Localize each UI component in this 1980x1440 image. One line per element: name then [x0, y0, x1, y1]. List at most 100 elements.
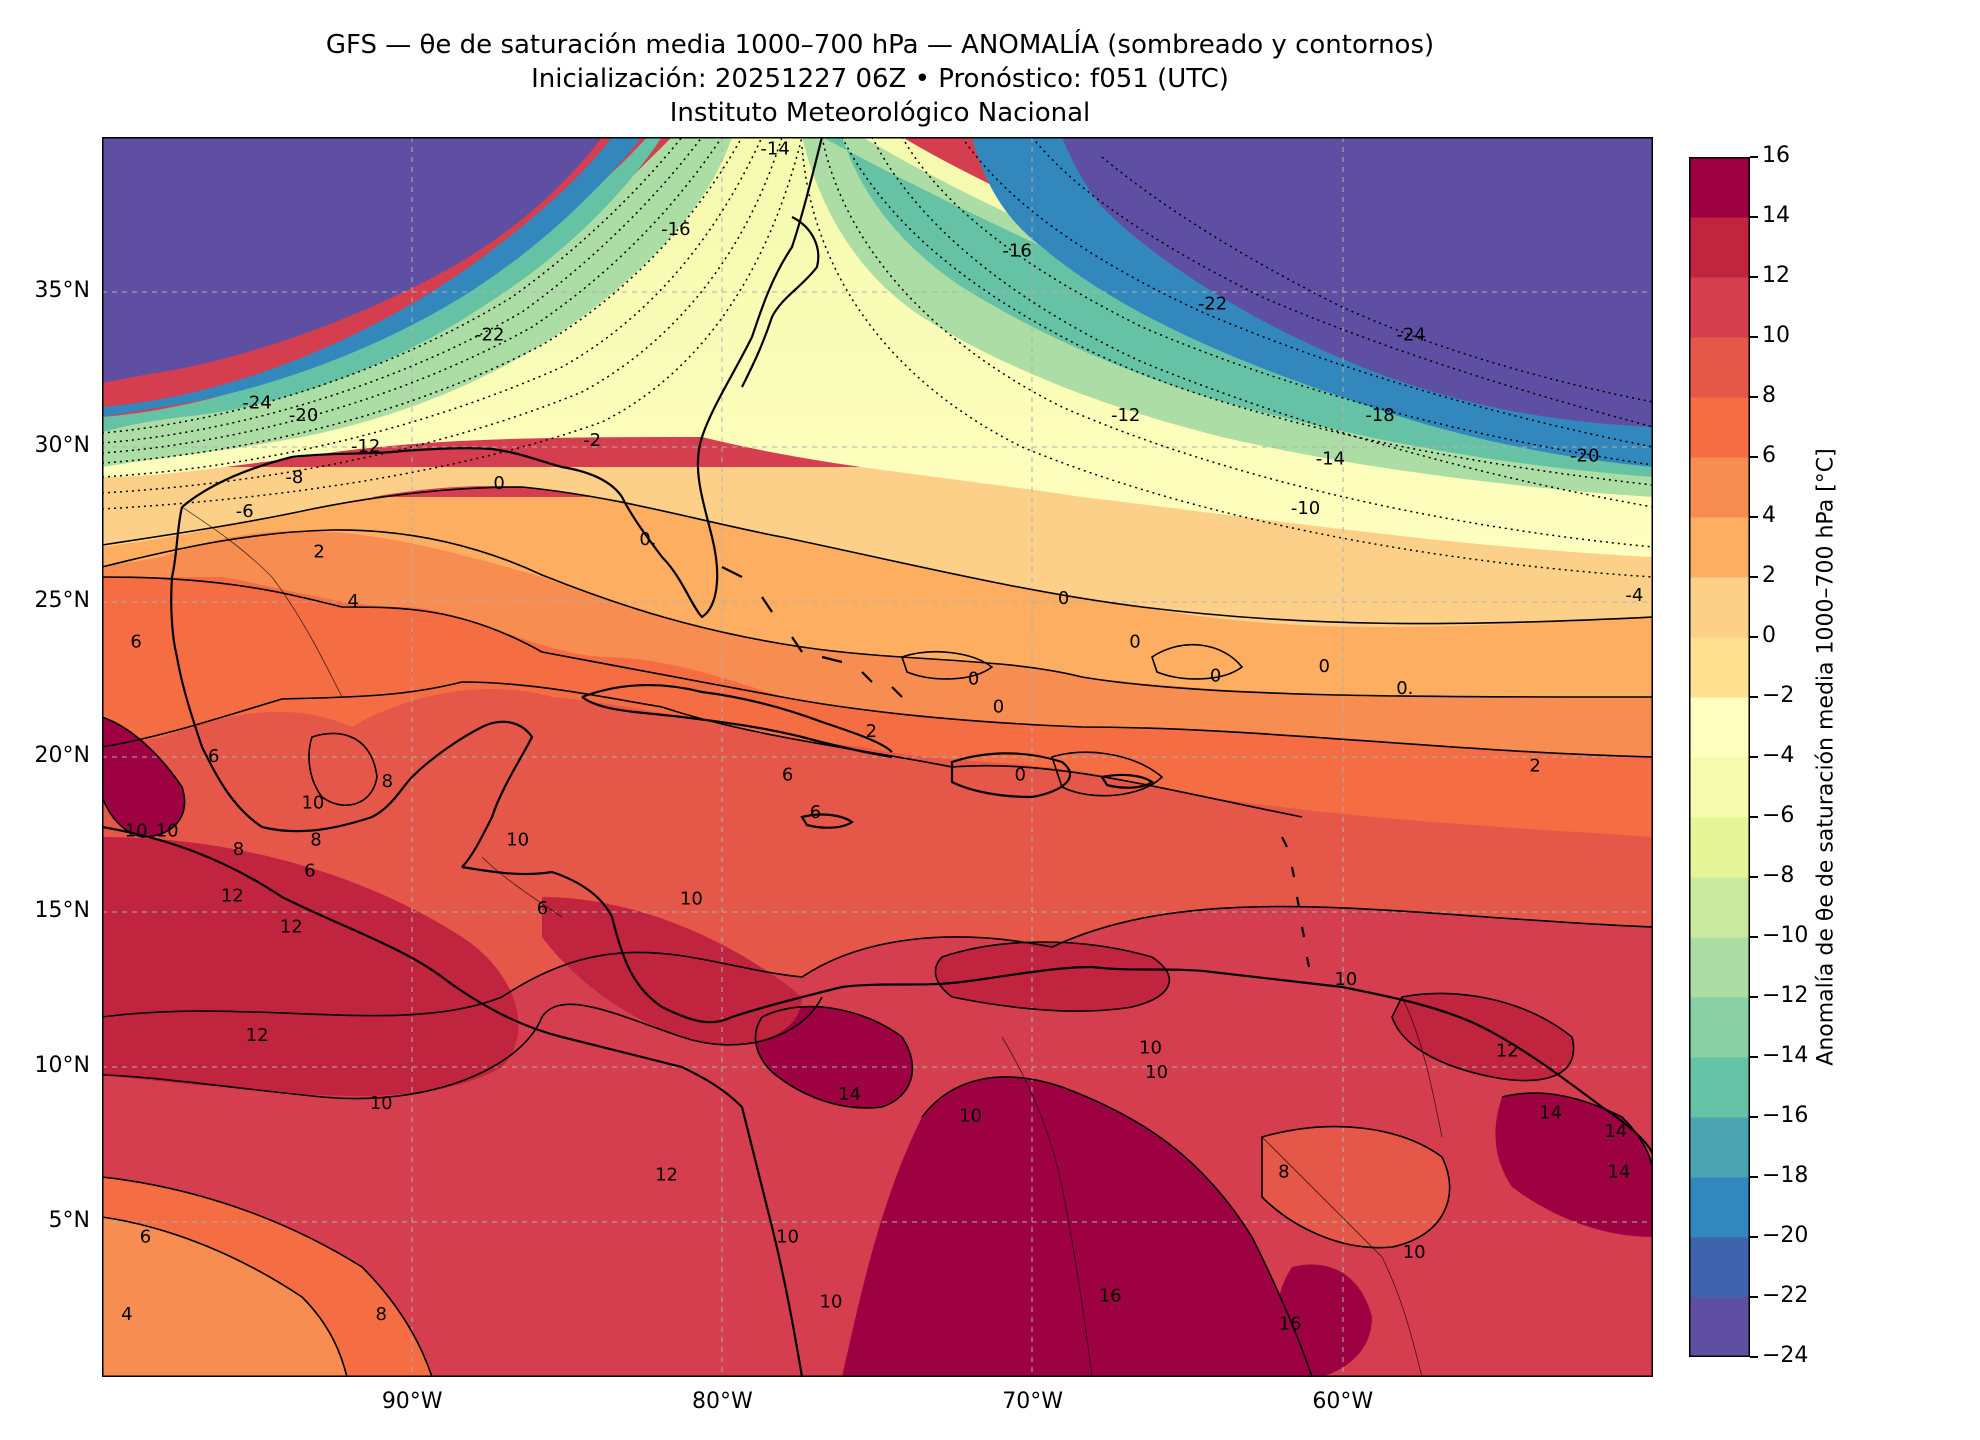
colorbar-tick-label: 0: [1762, 623, 1776, 648]
contour-label: 0.: [639, 529, 656, 550]
borders: [181, 506, 1443, 1377]
colorbar-tick-label: −8: [1762, 863, 1795, 888]
colorbar-tick-label: −12: [1762, 983, 1809, 1008]
colorbar-tick-mark: [1750, 516, 1758, 518]
contour-label: 0: [968, 669, 979, 690]
contour-label: 14: [1607, 1161, 1630, 1182]
contour-label: 0.: [1396, 678, 1413, 699]
institution: Instituto Meteorológico Nacional: [669, 98, 1091, 128]
contour-label: 12: [221, 886, 244, 907]
colorbar-tick-mark: [1750, 216, 1758, 218]
colorbar-tick-mark: [1750, 1116, 1758, 1118]
contour-label: 6: [810, 802, 821, 823]
contour-label: 10: [1334, 969, 1357, 990]
contour-label: 2: [866, 721, 877, 742]
colorbar-segment: [1689, 457, 1750, 518]
colorbar-tick-mark: [1750, 1356, 1758, 1358]
colorbar-segment: [1689, 1117, 1750, 1178]
colorbar-tick-label: −14: [1762, 1043, 1809, 1068]
colorbar-tick-mark: [1750, 876, 1758, 878]
field-band-cold-pale: [102, 137, 1653, 557]
map-panel[interactable]: -24 -20 -22 -16 -14 -12 -8 -6 -2 0 0. 2 4 -16 -22 -24 -1…: [102, 137, 1653, 1377]
contour-label: 4: [348, 591, 359, 612]
contour-label: -2: [583, 430, 601, 451]
colorbar-tick-label: −22: [1762, 1283, 1809, 1308]
colorbar-tick-mark: [1750, 1056, 1758, 1058]
contour-label: 8: [233, 839, 244, 860]
colorbar-segment: [1689, 517, 1750, 578]
colorbar-tick-mark: [1750, 156, 1758, 158]
contour-label: 12: [246, 1025, 269, 1046]
lon-tick-label: 90°W: [381, 1389, 443, 1414]
lat-tick-label: 10°N: [34, 1053, 90, 1078]
contour-label: 10: [1145, 1062, 1168, 1083]
contour-label: 12: [1496, 1041, 1519, 1062]
colorbar-tick-mark: [1750, 456, 1758, 458]
lat-tick-label: 20°N: [34, 743, 90, 768]
contour-label: 0: [1318, 656, 1329, 677]
colorbar-segment: [1689, 937, 1750, 998]
colorbar-tick-mark: [1750, 336, 1758, 338]
coastlines: [102, 137, 1653, 1377]
contour-label: -22: [475, 324, 504, 345]
contour-label: -14: [1316, 448, 1345, 469]
colorbar-segment: [1689, 577, 1750, 638]
contour-label: 8: [310, 830, 321, 851]
colorbar-tick-label: 2: [1762, 563, 1776, 588]
colorbar-tick-label: −20: [1762, 1223, 1809, 1248]
lat-tick-label: 30°N: [34, 433, 90, 458]
positive-contours: [102, 486, 1653, 1377]
colorbar-segment: [1689, 157, 1750, 218]
contour-label: -24: [242, 393, 271, 414]
colorbar-tick-mark: [1750, 816, 1758, 818]
colorbar-segment: [1689, 277, 1750, 338]
colorbar-tick-mark: [1750, 936, 1758, 938]
colorbar-tick-label: −16: [1762, 1103, 1809, 1128]
contour-label: 10: [959, 1106, 982, 1127]
contour-label: 0: [993, 696, 1004, 717]
colorbar-tick-mark: [1750, 756, 1758, 758]
contour-label: 10: [156, 820, 179, 841]
contour-label: -4: [1625, 585, 1643, 606]
contour-label: -6: [236, 501, 254, 522]
colorbar-tick-mark: [1750, 576, 1758, 578]
colorbar-segment: [1689, 997, 1750, 1058]
contour-label: -12: [351, 436, 380, 457]
colorbar-tick-mark: [1750, 996, 1758, 998]
contour-label: 8: [382, 771, 393, 792]
contour-label: -20: [1570, 445, 1599, 466]
contour-label: 6: [140, 1227, 151, 1248]
colorbar-segment: [1689, 637, 1750, 698]
field-band-cold-teal: [102, 137, 1653, 477]
colorbar-tick-label: 14: [1762, 203, 1790, 228]
contour-label: -22: [1198, 293, 1227, 314]
contour-label: 14: [1604, 1121, 1627, 1142]
contour-label: -8: [285, 467, 303, 488]
contour-label: 14: [1539, 1103, 1562, 1124]
colorbar-tick-label: −18: [1762, 1163, 1809, 1188]
contour-label: 8: [375, 1304, 386, 1325]
field-core-wcar: [102, 837, 1574, 1096]
graticule: [102, 137, 1653, 1377]
contour-label: -24: [1396, 324, 1425, 345]
colorbar-segment: [1689, 397, 1750, 458]
lon-tick-label: 80°W: [692, 1389, 753, 1414]
colorbar-segment: [1689, 337, 1750, 398]
field-core-central: [755, 1006, 913, 1108]
map-svg: -24-20-22-16-14-12-8-6-200.24-16-22-24-1…: [102, 137, 1653, 1377]
contour-label: 0: [1058, 588, 1069, 609]
contour-label: 0: [1129, 631, 1140, 652]
contour-label: 10: [506, 830, 529, 851]
contour-label: 0: [493, 473, 504, 494]
field-band-cold-purple: [102, 137, 1653, 427]
contour-label: -10: [1291, 498, 1320, 519]
contour-label: 6: [208, 746, 219, 767]
lat-tick-label: 15°N: [34, 898, 90, 923]
map-title: GFS — θe de saturación media 1000–700 hP…: [325, 30, 1435, 60]
colorbar-tick-label: −6: [1762, 803, 1795, 828]
colorbar-tick-label: 6: [1762, 443, 1776, 468]
colorbar-tick-label: 16: [1762, 143, 1790, 168]
colorbar-tick-label: −4: [1762, 743, 1795, 768]
colorbar-tick-mark: [1750, 696, 1758, 698]
colorbar-segment: [1689, 217, 1750, 278]
